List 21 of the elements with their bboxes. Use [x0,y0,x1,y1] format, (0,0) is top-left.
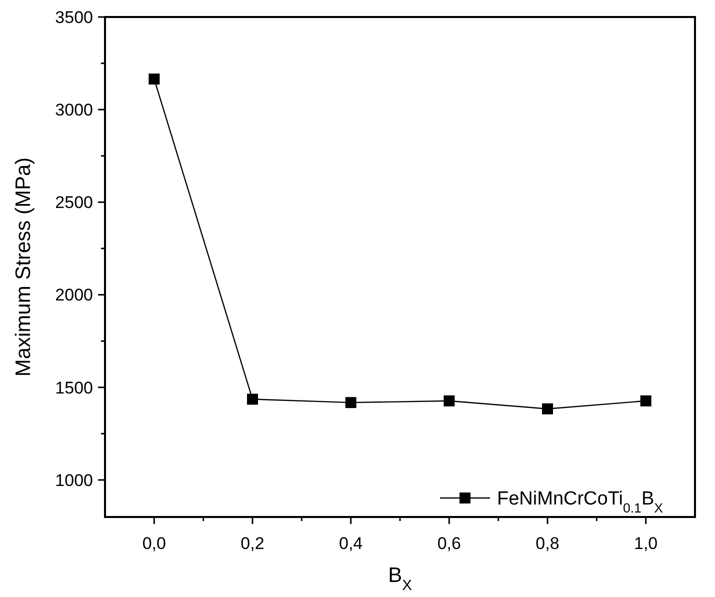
y-tick-label: 3500 [55,8,93,27]
y-tick-label: 2000 [55,286,93,305]
x-axis-title: B$_{X}$ [388,564,412,594]
y-tick-label: 3000 [55,100,93,120]
point [345,397,356,408]
point [444,395,455,406]
x-tick-label: 0,4 [339,534,363,553]
x-tick-label: 1,0 [634,534,658,553]
point [542,403,553,414]
legend-label: FeNiMnCrCoTi$_{0.1}$B$_{X}$ [497,488,664,516]
y-tick-label: 2500 [55,193,93,212]
point [148,74,160,85]
x-tick-label: 0,2 [240,534,264,553]
x-tick-label: 0,8 [536,534,560,553]
y-tick-label: 1500 [55,378,93,398]
point [640,395,652,406]
point [247,394,258,405]
y-axis-title: Maximum Stress (MPa) [12,157,35,377]
x-tick-label: 0,0 [142,534,166,553]
x-tick-label: 0,6 [437,534,461,553]
y-tick-label: 1000 [55,470,93,490]
